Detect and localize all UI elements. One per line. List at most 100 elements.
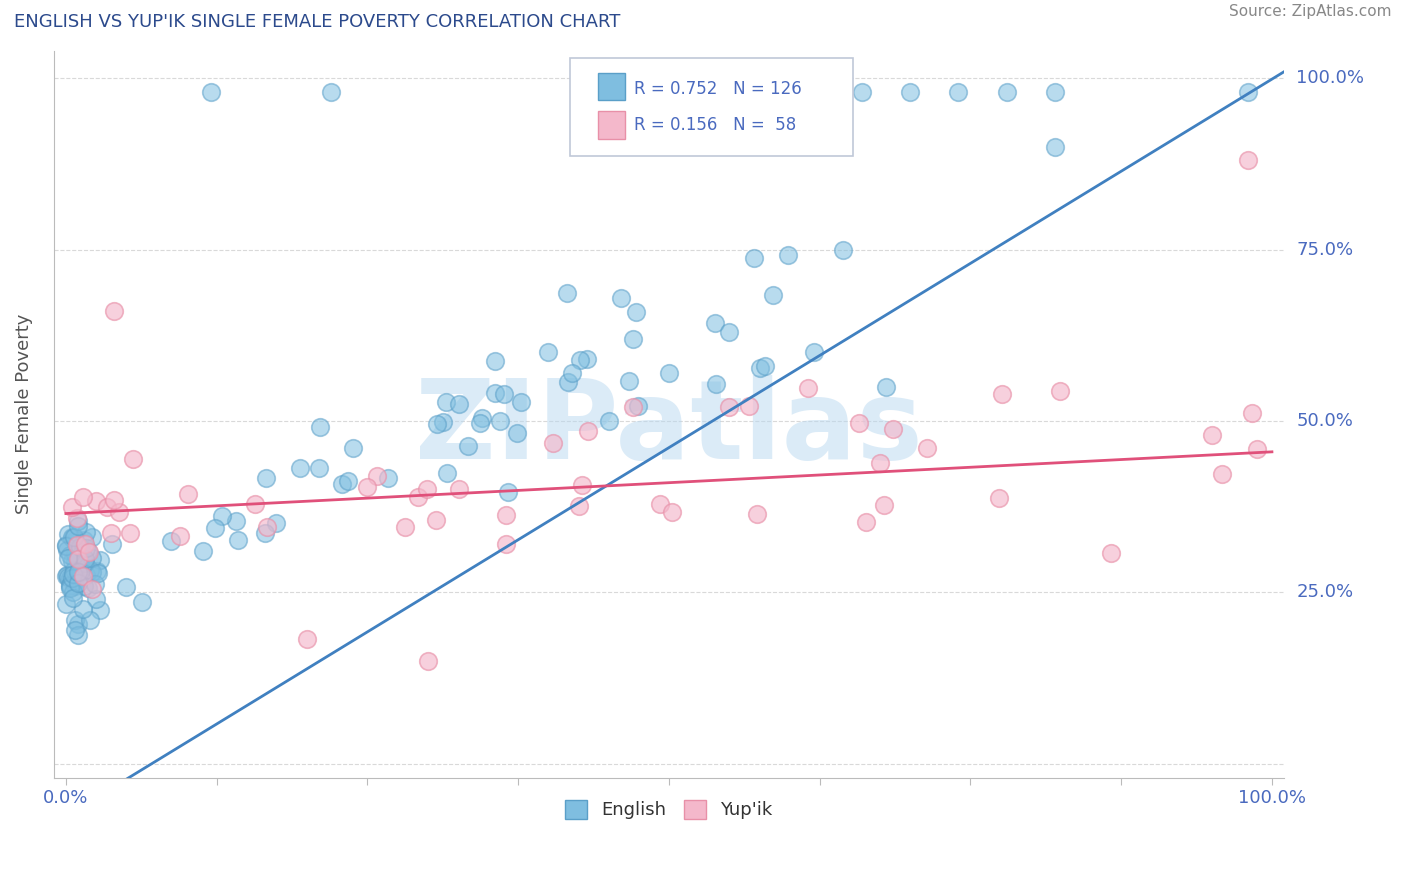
Point — [79, 544, 101, 558]
Point — [855, 515, 877, 529]
Point — [55, 538, 77, 552]
Point — [377, 471, 399, 485]
Point — [84, 576, 107, 591]
Point — [63, 554, 86, 568]
Point — [264, 516, 287, 530]
Point — [243, 497, 266, 511]
Point — [65, 533, 87, 547]
Point — [80, 566, 103, 580]
Text: 100.0%: 100.0% — [1296, 69, 1364, 87]
Point — [624, 305, 647, 319]
Point — [496, 485, 519, 500]
Point — [1201, 427, 1223, 442]
Point — [661, 505, 683, 519]
Point — [366, 468, 388, 483]
Point — [571, 478, 593, 492]
Point — [1099, 546, 1122, 560]
Text: R = 0.156   N =  58: R = 0.156 N = 58 — [634, 116, 797, 135]
Text: R = 0.752   N = 126: R = 0.752 N = 126 — [634, 79, 803, 97]
Point — [308, 461, 330, 475]
Point — [832, 244, 855, 258]
Point — [738, 399, 761, 413]
Bar — [598, 73, 624, 100]
Point — [254, 525, 277, 540]
Point — [988, 491, 1011, 505]
Point — [69, 565, 91, 579]
Point — [211, 508, 233, 523]
Point — [66, 538, 89, 552]
Text: ZIPatlas: ZIPatlas — [415, 376, 922, 483]
Point — [67, 515, 90, 529]
Point — [62, 567, 84, 582]
Point — [59, 579, 82, 593]
Point — [60, 531, 83, 545]
Legend: English, Yup'ik: English, Yup'ik — [558, 793, 780, 827]
Point — [58, 581, 80, 595]
Point — [55, 539, 77, 553]
Point — [225, 514, 247, 528]
Point — [484, 385, 506, 400]
Point — [63, 623, 86, 637]
Point — [747, 507, 769, 521]
Point — [309, 420, 332, 434]
Point — [73, 533, 96, 548]
Point — [62, 591, 84, 605]
Point — [468, 416, 491, 430]
Point — [575, 351, 598, 366]
Point — [84, 592, 107, 607]
Point — [60, 500, 83, 514]
Point — [330, 476, 353, 491]
Point — [59, 548, 82, 562]
Point — [1236, 85, 1258, 99]
Point — [851, 85, 873, 99]
Point — [75, 536, 97, 550]
Point — [63, 574, 86, 589]
Point — [70, 544, 93, 558]
Point — [73, 552, 96, 566]
Point — [80, 582, 103, 597]
Point — [75, 567, 97, 582]
Point — [869, 456, 891, 470]
Point — [1246, 442, 1268, 457]
Point — [505, 425, 527, 440]
Point — [89, 603, 111, 617]
Point — [77, 544, 100, 558]
Point — [55, 597, 77, 611]
Point — [63, 563, 86, 577]
Point — [598, 414, 620, 428]
Point — [118, 525, 141, 540]
Point — [204, 521, 226, 535]
Point — [200, 85, 222, 99]
Point — [58, 570, 80, 584]
Point — [103, 304, 125, 318]
Text: 25.0%: 25.0% — [1296, 583, 1354, 601]
Point — [778, 247, 800, 261]
Point — [762, 287, 785, 301]
Point — [59, 577, 82, 591]
Point — [406, 491, 429, 505]
Point — [79, 563, 101, 577]
Point — [621, 401, 644, 415]
Point — [60, 554, 83, 568]
Point — [65, 579, 87, 593]
Point — [718, 325, 741, 339]
Point — [63, 547, 86, 561]
Point — [56, 551, 79, 566]
Point — [66, 616, 89, 631]
Point — [56, 526, 79, 541]
Point — [495, 537, 517, 551]
Point — [72, 601, 94, 615]
Point — [122, 452, 145, 467]
Point — [169, 528, 191, 542]
Point — [425, 513, 447, 527]
Text: 50.0%: 50.0% — [1296, 412, 1353, 430]
Point — [77, 581, 100, 595]
Point — [86, 564, 108, 578]
Point — [875, 380, 897, 394]
Point — [62, 530, 84, 544]
Point — [69, 540, 91, 554]
Point — [55, 569, 77, 583]
Point — [79, 613, 101, 627]
Point — [489, 414, 512, 428]
Point — [66, 628, 89, 642]
